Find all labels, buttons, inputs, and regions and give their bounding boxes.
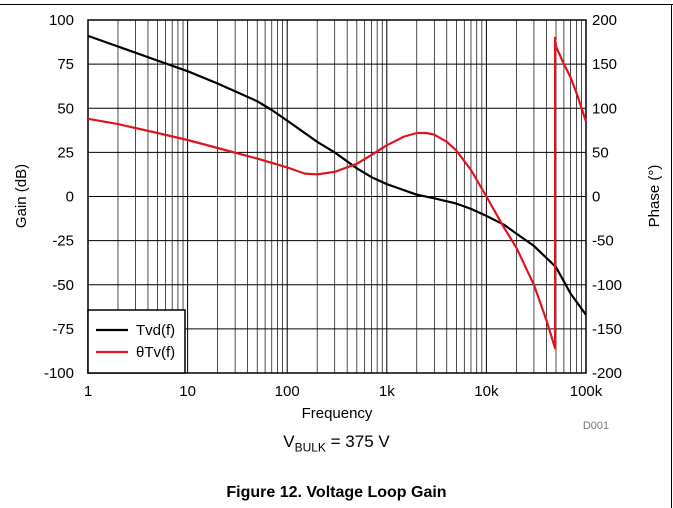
- y-left-tick-label: -75: [52, 321, 74, 338]
- y-right-tick-label: 100: [592, 100, 617, 117]
- y-left-tick-label: 50: [57, 100, 74, 117]
- tick-labels: 1 10 100 1k 10k 100k 100 75 50 25 0 -25 -50 -75 -100 20…: [44, 12, 622, 400]
- legend-label: θTv(f): [136, 344, 175, 361]
- subtitle-rest: = 375 V: [325, 432, 390, 451]
- y-left-tick-label: -50: [52, 277, 74, 294]
- series-line: [87, 34, 587, 316]
- legend-box: [87, 309, 186, 374]
- subtitle-subscript: BULK: [294, 440, 326, 455]
- y-left-tick-label: 25: [57, 144, 74, 161]
- chart-note: D001: [583, 420, 609, 432]
- legend: Tvd(f) θTv(f): [87, 309, 186, 374]
- y-right-tick-label: -50: [592, 233, 614, 250]
- figure-caption: Figure 12. Voltage Loop Gain: [226, 484, 447, 501]
- y-right-tick-label: 200: [592, 12, 617, 29]
- x-axis-title: Frequency: [302, 405, 373, 422]
- x-tick-label: 10: [179, 383, 196, 400]
- plot-border: [87, 19, 587, 374]
- y-right-tick-label: 50: [592, 144, 609, 161]
- y-axis-title-left: Gain (dB): [13, 164, 30, 228]
- figure-frame-top: [0, 4, 673, 5]
- y-left-tick-label: 100: [49, 12, 74, 29]
- series-line: [87, 36, 588, 350]
- y-right-tick-label: -100: [592, 277, 622, 294]
- chart-subtitle: VBULK = 375 V: [0, 432, 673, 454]
- x-tick-label: 100k: [570, 383, 603, 400]
- y-right-tick-label: 0: [592, 189, 600, 206]
- subtitle-prefix: V: [283, 432, 295, 451]
- y-left-tick-label: -25: [52, 233, 74, 250]
- y-right-tick-label: 150: [592, 56, 617, 73]
- x-tick-label: 10k: [474, 383, 499, 400]
- y-axis-title-right: Phase (°): [646, 165, 663, 228]
- y-left-tick-label: -100: [44, 365, 74, 382]
- y-right-tick-label: -200: [592, 365, 622, 382]
- x-tick-label: 1: [84, 383, 92, 400]
- series-lines: [87, 34, 588, 350]
- grid: [88, 20, 586, 373]
- y-left-tick-label: 75: [57, 56, 74, 73]
- y-right-tick-label: -150: [592, 321, 622, 338]
- x-tick-label: 1k: [379, 383, 395, 400]
- figure-frame-right: [671, 4, 672, 508]
- x-tick-label: 100: [275, 383, 300, 400]
- legend-label: Tvd(f): [136, 322, 175, 339]
- y-left-tick-label: 0: [66, 189, 74, 206]
